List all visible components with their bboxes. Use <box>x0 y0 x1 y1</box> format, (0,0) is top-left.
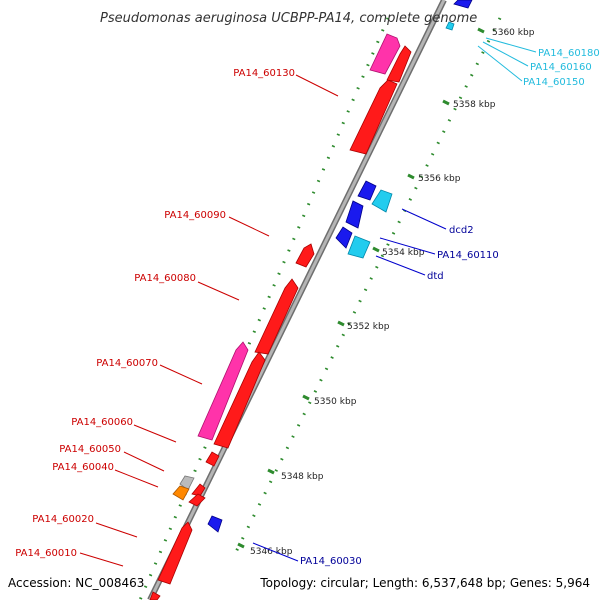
gene-labels-left: PA14_60130 PA14_60090 PA14_60080 PA14_60… <box>15 68 295 559</box>
kbp-label: 5358 kbp <box>453 100 496 110</box>
gene-PA14_60150[interactable] <box>445 21 455 31</box>
gene-label[interactable]: PA14_60020 <box>32 514 94 525</box>
genome-backbone <box>147 0 447 600</box>
kbp-label: 5360 kbp <box>492 28 535 38</box>
kbp-ticks <box>237 27 485 549</box>
genome-summary: Topology: circular; Length: 6,537,648 bp… <box>259 576 590 590</box>
kbp-labels: 5360 kbp 5358 kbp 5356 kbp 5354 kbp 5352… <box>250 28 535 557</box>
gene-label[interactable]: PA14_60150 <box>523 77 585 88</box>
gene-label[interactable]: PA14_60110 <box>437 250 499 261</box>
gene-PA14_60050[interactable] <box>205 451 220 467</box>
leader-lines-left <box>79 74 339 567</box>
gene-PA14_60000[interactable] <box>149 591 161 600</box>
kbp-label: 5350 kbp <box>314 397 357 407</box>
leader-lines-right <box>252 37 537 562</box>
gene-PA14_60040[interactable] <box>172 485 190 501</box>
kbp-label: 5354 kbp <box>382 248 425 258</box>
gene-PA14_60060[interactable] <box>213 351 266 449</box>
gene-label[interactable]: PA14_60130 <box>233 68 295 79</box>
gene-PA14_60110[interactable] <box>345 200 364 229</box>
gene-PA14_60030[interactable] <box>207 515 223 533</box>
gene-label[interactable]: PA14_60080 <box>134 273 196 284</box>
gene-PA14_60042[interactable] <box>188 493 206 507</box>
gene-PA14_60080[interactable] <box>254 278 299 355</box>
gene-label[interactable]: PA14_60050 <box>59 444 121 455</box>
gene-label[interactable]: PA14_60160 <box>530 62 592 73</box>
gene-label[interactable]: PA14_60060 <box>71 417 133 428</box>
kbp-label: 5348 kbp <box>281 472 324 482</box>
gene-PA14_60010[interactable] <box>157 521 193 585</box>
gene-label[interactable]: PA14_60090 <box>164 210 226 221</box>
kbp-label: 5356 kbp <box>418 174 461 184</box>
forward-genes <box>149 33 412 600</box>
kbp-label: 5346 kbp <box>250 547 293 557</box>
gene-PA14_60160-fwd[interactable] <box>386 45 412 83</box>
map-title: Pseudomonas aeruginosa UCBPP-PA14, compl… <box>100 11 477 26</box>
gene-label[interactable]: PA14_60040 <box>52 462 114 473</box>
gene-PA14_60180[interactable] <box>453 0 473 9</box>
gene-label[interactable]: PA14_60030 <box>300 556 362 567</box>
gene-label[interactable]: dcd2 <box>449 225 474 236</box>
gene-label[interactable]: dtd <box>427 271 444 282</box>
gene-PA14_60120[interactable] <box>357 180 377 201</box>
gene-PA14_60100[interactable] <box>335 226 353 249</box>
gene-PA14_60070[interactable] <box>197 341 249 441</box>
gene-dcd2[interactable] <box>371 189 393 213</box>
left-tick-track <box>138 17 390 600</box>
gene-label[interactable]: PA14_60180 <box>538 48 600 59</box>
gene-label[interactable]: PA14_60070 <box>96 358 158 369</box>
accession-text: Accession: NC_008463 <box>8 576 144 590</box>
gene-PA14_60090[interactable] <box>295 243 315 268</box>
gene-PA14_60140[interactable] <box>349 79 398 155</box>
gene-label[interactable]: PA14_60010 <box>15 548 77 559</box>
gene-dtd[interactable] <box>347 235 371 259</box>
gene-PA14_60170[interactable] <box>369 33 401 75</box>
kbp-label: 5352 kbp <box>347 322 390 332</box>
reverse-genes <box>207 0 473 533</box>
gene-labels-right: PA14_60180 PA14_60160 PA14_60150 dcd2 PA… <box>300 48 600 567</box>
